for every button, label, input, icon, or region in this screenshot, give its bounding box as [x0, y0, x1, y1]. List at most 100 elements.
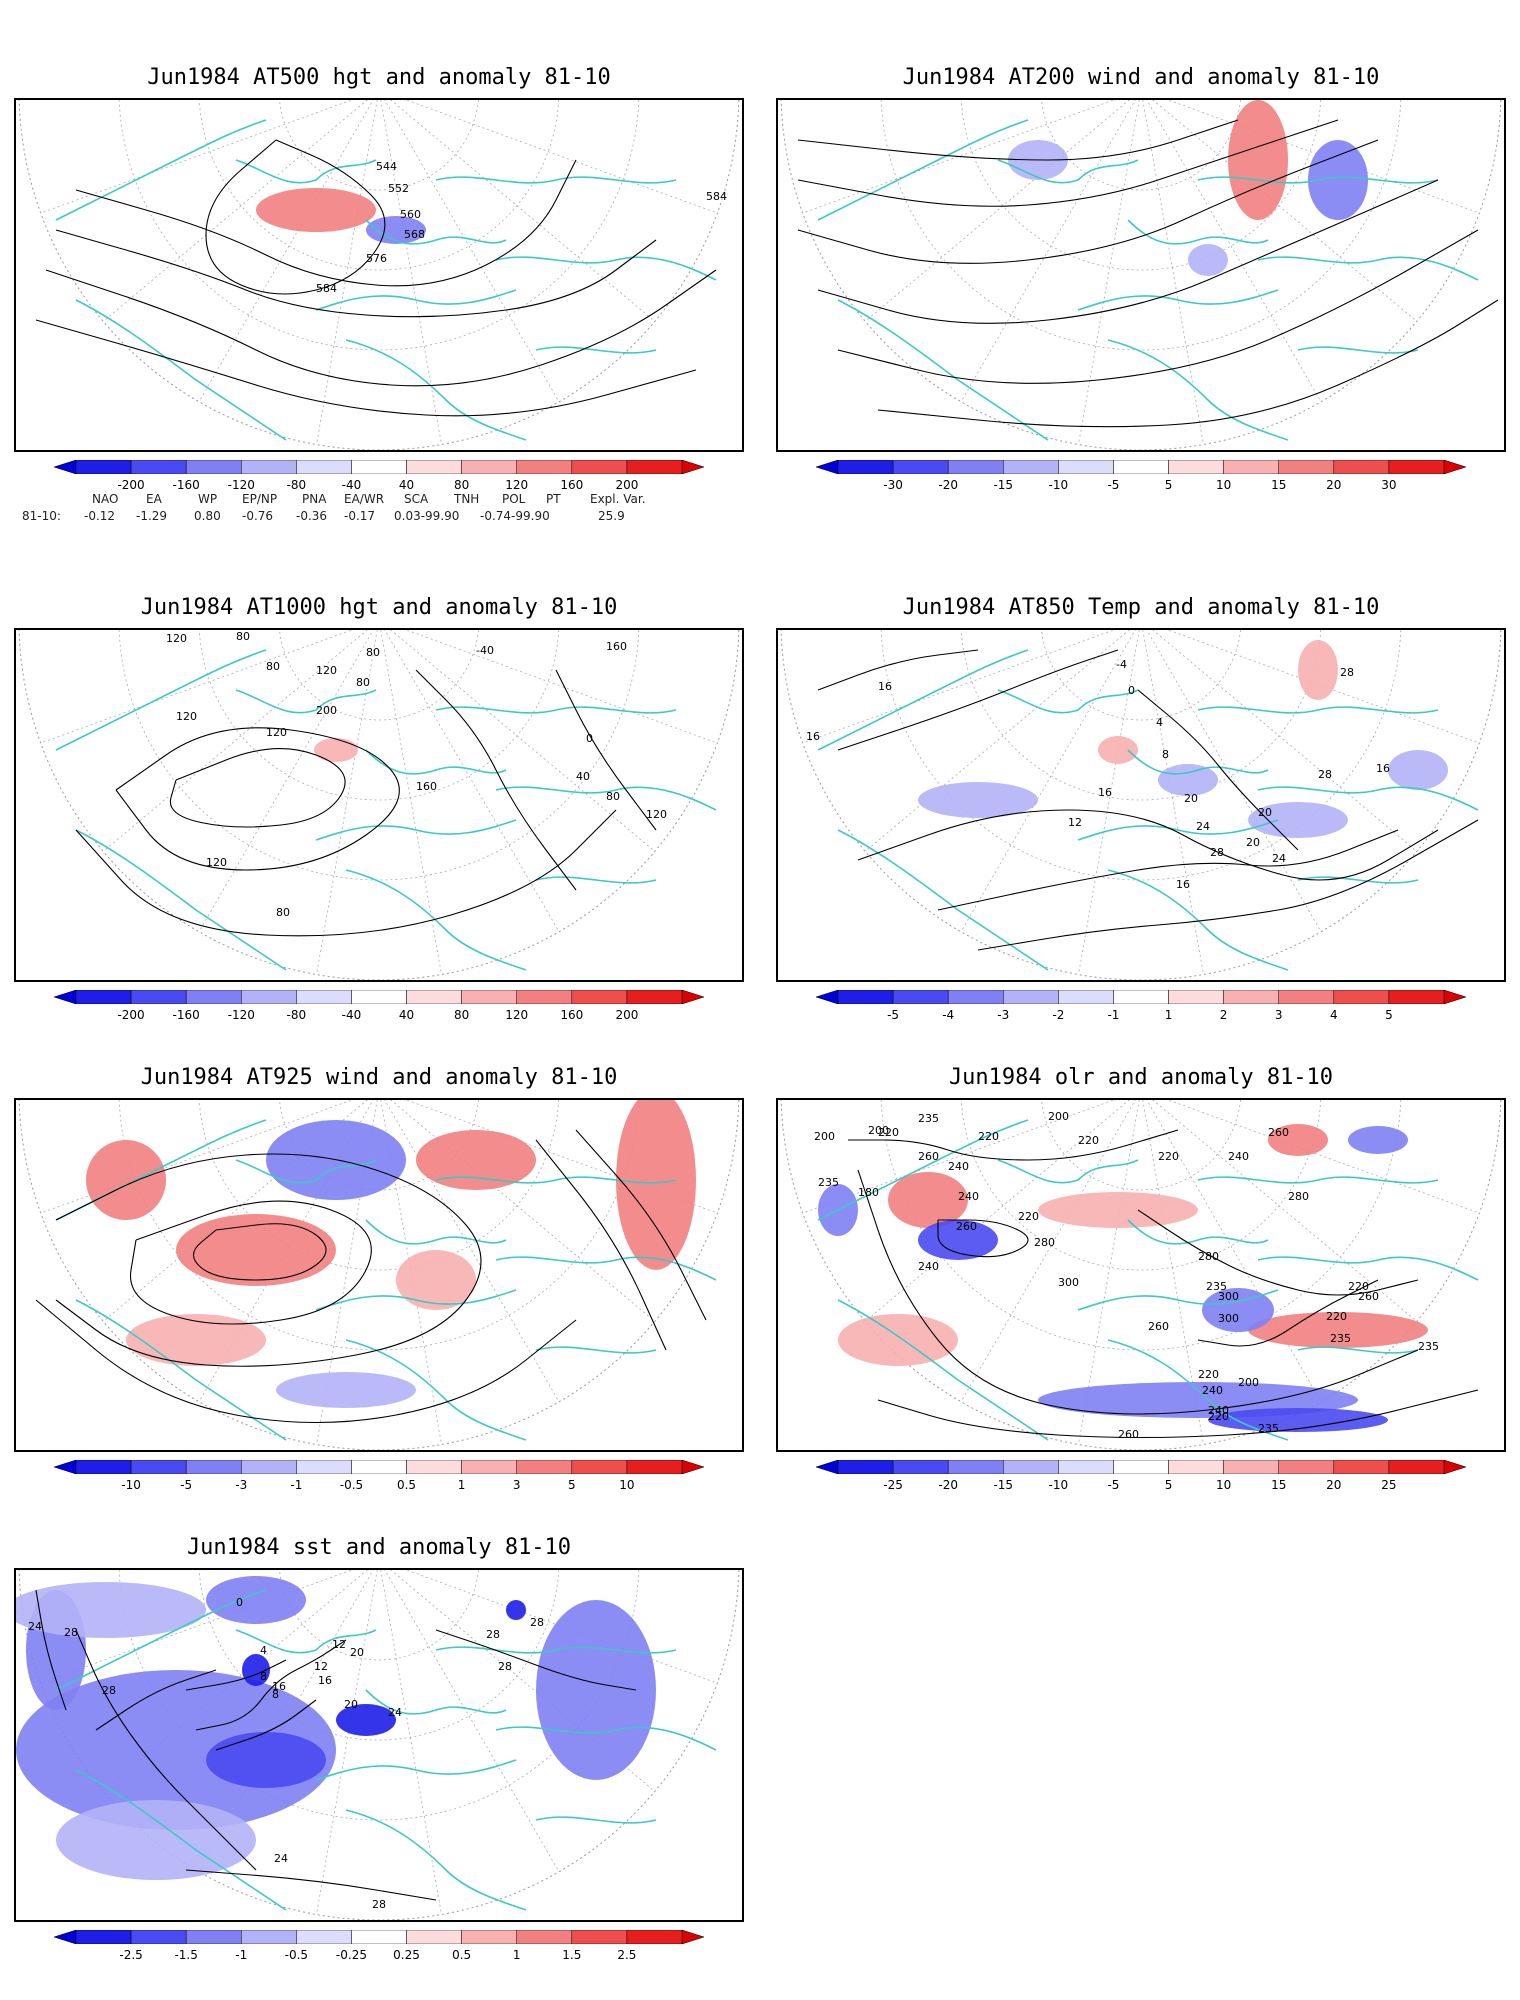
negative-anomaly-area: [1188, 244, 1228, 276]
negative-anomaly-area: [1348, 1126, 1408, 1154]
colorbar-tick-label: 80: [453, 478, 470, 492]
contour-label: 584: [316, 282, 337, 295]
meridian-line: [40, 630, 353, 744]
tc-header: SCA: [404, 492, 429, 506]
positive-anomaly-area: [1098, 736, 1138, 764]
coastline: [345, 339, 527, 441]
contour-label: 20: [1184, 792, 1198, 805]
map-frame: [776, 98, 1506, 452]
coastline: [1297, 876, 1419, 884]
colorbar-arrow-high: [1443, 990, 1466, 1004]
contour-label: 260: [1118, 1428, 1139, 1441]
meridian-line: [316, 1570, 378, 1915]
colorbar-segment: [406, 1930, 462, 1944]
map-frame: 544 552 560 568 576 584 584: [14, 98, 744, 452]
coastline: [1127, 1219, 1269, 1245]
contour-label: 280: [1034, 1236, 1055, 1249]
colorbar-segment: [892, 1460, 949, 1474]
colorbar-segment: [406, 460, 462, 474]
latitude-circle: [1041, 630, 1241, 721]
colorbar-tick-label: -1.5: [174, 1948, 198, 1962]
colorbar-segment: [241, 1930, 297, 1944]
coastline: [1297, 1346, 1419, 1354]
colorbar-tick-label: -20: [938, 478, 958, 492]
colorbar-segment: [130, 990, 187, 1004]
colorbar-tick-label: 5: [567, 1478, 576, 1492]
contour-label: 260: [1268, 1126, 1289, 1139]
colorbar-tick-label: 30: [1381, 478, 1397, 492]
colorbar-tick-label: -3: [997, 1008, 1010, 1022]
colorbar-segment: [626, 1930, 683, 1944]
negative-anomaly-area: [16, 1670, 336, 1830]
coastline: [837, 1299, 1049, 1441]
colorbar-segment: [1168, 990, 1224, 1004]
contour-label: 240: [1202, 1384, 1223, 1397]
contour-line: [535, 1139, 667, 1351]
coastline: [365, 1689, 507, 1715]
contour-label: 40: [576, 770, 590, 783]
contour-label: 28: [1318, 768, 1332, 781]
coastline: [235, 159, 377, 184]
contour-label: 568: [404, 228, 425, 241]
colorbar-tick-label: 5: [1164, 478, 1173, 492]
negative-anomaly-area: [1158, 764, 1218, 796]
coastline: [55, 119, 267, 221]
coastline: [315, 1759, 517, 1781]
colorbar-segment: [185, 460, 242, 474]
colorbar-segment: [461, 990, 517, 1004]
colorbar-tick-label: 0.25: [393, 1948, 420, 1962]
contour-label: 120: [176, 710, 197, 723]
contour-line: [817, 179, 1439, 324]
meridian-line: [316, 100, 378, 445]
contour-label: 80: [356, 676, 370, 689]
colorbar-segment: [837, 1460, 894, 1474]
coastline: [535, 346, 657, 354]
meridian-line: [390, 630, 656, 852]
latitude-circle: [960, 1100, 1322, 1271]
meridian-line: [380, 1570, 442, 1915]
colorbar: [816, 990, 1466, 1004]
negative-anomaly-area: [206, 1732, 326, 1788]
colorbar-arrow-low: [816, 1460, 839, 1474]
contour-line: [877, 299, 1499, 428]
contour-line: [817, 649, 979, 691]
colorbar-segment: [406, 990, 462, 1004]
tc-header: TNH: [454, 492, 480, 506]
colorbar-segment: [892, 990, 949, 1004]
contour-label: 24: [1272, 852, 1286, 865]
contour-label: 0: [1128, 684, 1135, 697]
meridian-line: [384, 100, 560, 402]
positive-anomaly-area: [616, 1100, 696, 1270]
contour-label: 260: [956, 1220, 977, 1233]
colorbar-tick-label: 120: [505, 1008, 529, 1022]
latitude-circle: [118, 630, 640, 881]
coastline: [1107, 1339, 1289, 1441]
contour-label: 80: [366, 646, 380, 659]
colorbar-segment: [130, 1460, 187, 1474]
coastline: [495, 256, 717, 281]
colorbar-arrow-high: [681, 1460, 704, 1474]
colorbar-segment: [837, 990, 894, 1004]
teleconnection-headers: NAO EA WP EP/NP PNA EA/WR SCA TNH POL PT…: [22, 492, 722, 509]
colorbar-segment: [1388, 460, 1445, 474]
colorbar-segment: [241, 1460, 297, 1474]
contour-label: 235: [1258, 1422, 1279, 1435]
colorbar-labels: -5 -4 -3 -2 -1 1 2 3 4 5: [816, 1008, 1466, 1024]
colorbar-tick-label: -0.5: [339, 1478, 364, 1492]
positive-anomaly-area: [396, 1250, 476, 1310]
negative-anomaly-area: [366, 216, 426, 244]
meridian-line: [1142, 100, 1204, 445]
map-frame: [14, 1098, 744, 1452]
contour-label: 8: [272, 1688, 279, 1701]
negative-anomaly-area: [16, 1582, 206, 1638]
tc-header: Expl. Var.: [590, 492, 646, 506]
colorbar-segment: [1168, 1460, 1224, 1474]
colorbar-tick-label: -200: [117, 478, 145, 492]
contour-label: 24: [274, 1852, 288, 1865]
contour-label: 544: [376, 160, 397, 173]
colorbar-tick-label: 25: [1381, 1478, 1397, 1492]
tc-value: -0.12: [84, 509, 116, 523]
map-canvas: 544 552 560 568 576 584 584: [18, 100, 740, 450]
tc-header: PNA: [302, 492, 327, 506]
colorbar-tick-label: 15: [1271, 478, 1287, 492]
